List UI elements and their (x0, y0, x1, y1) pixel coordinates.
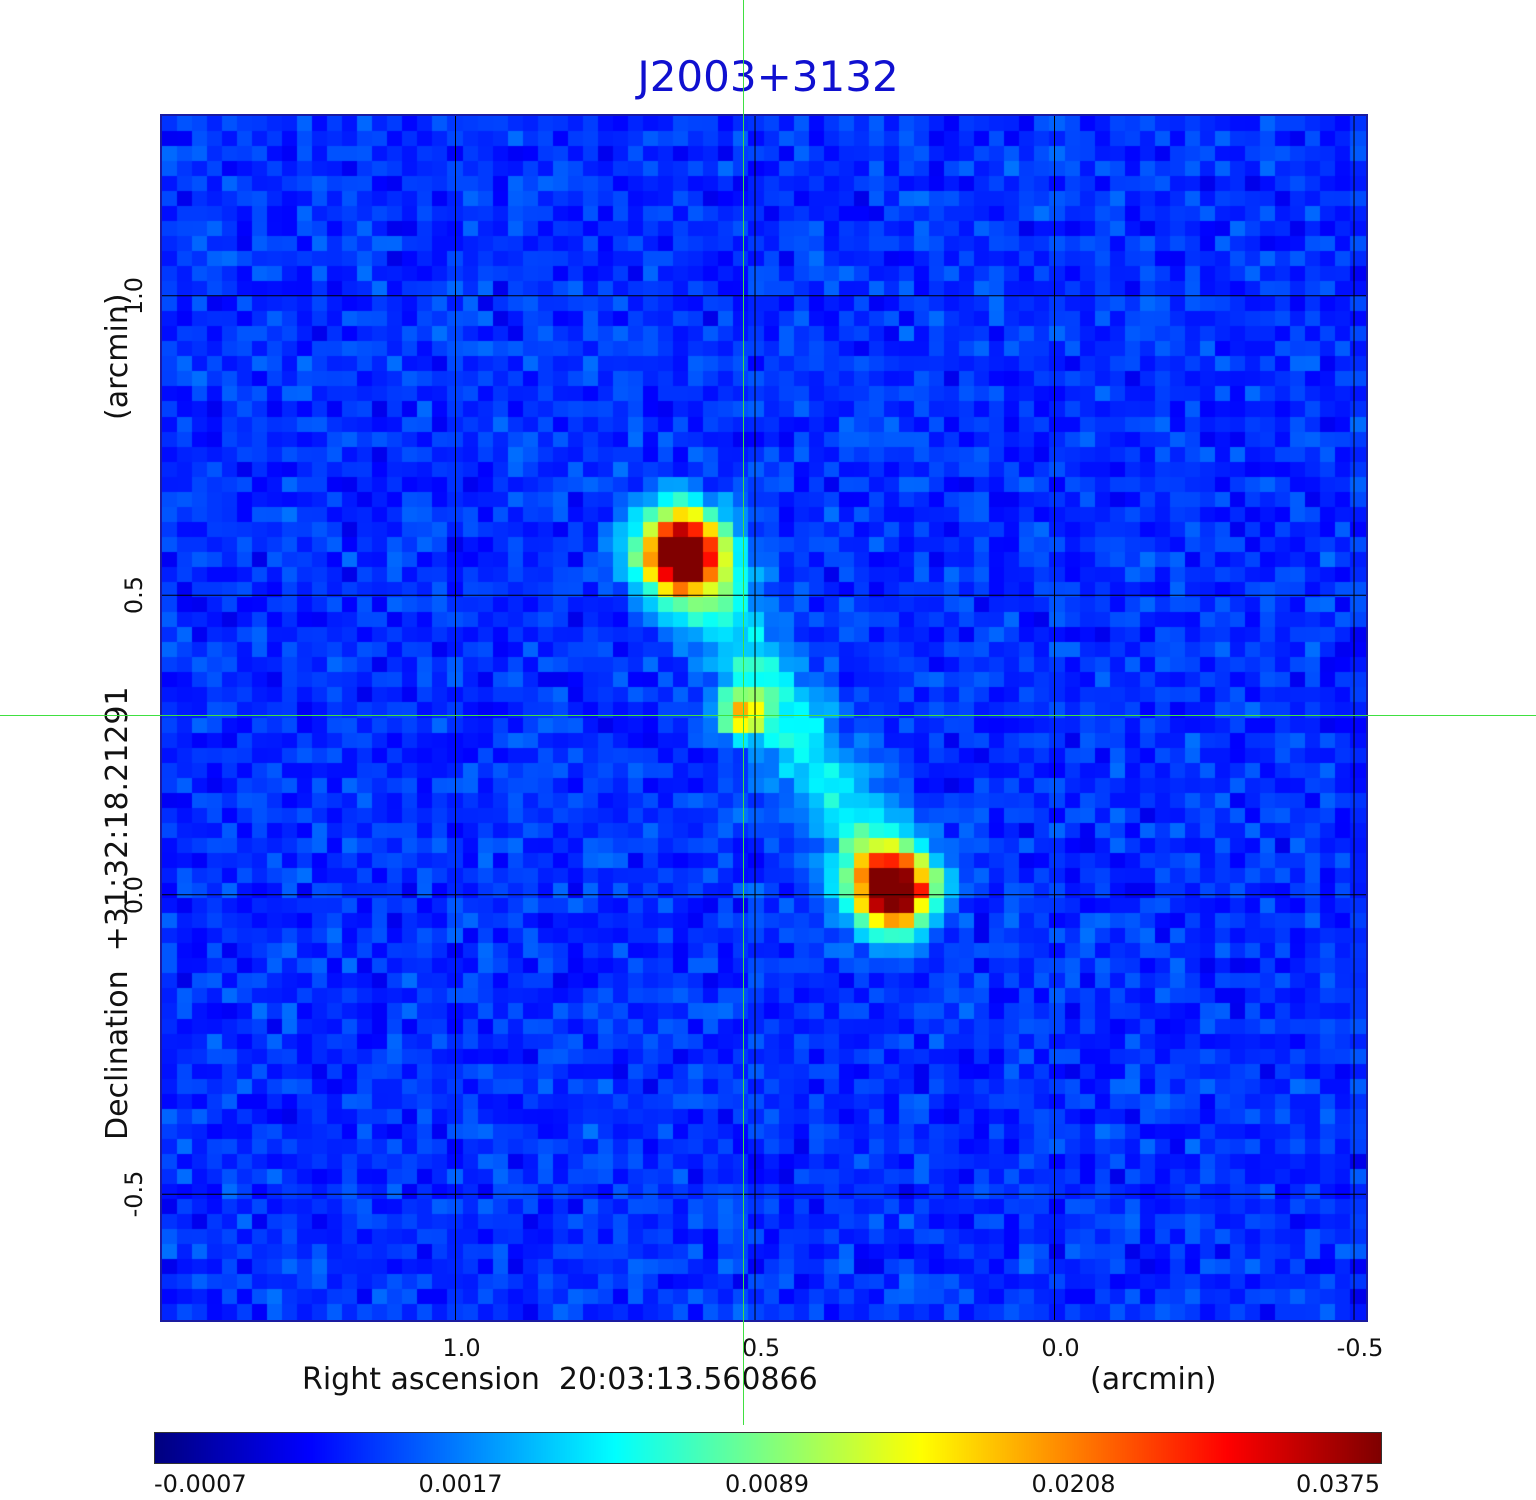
y-tick-label: -0.5 (120, 1170, 148, 1218)
crosshair-horizontal (0, 715, 1536, 716)
x-tick-label: 1.0 (442, 1334, 481, 1362)
colorbar-tick-label: 0.0375 (1296, 1470, 1380, 1498)
colorbar (154, 1432, 1382, 1464)
colorbar-tick-label: 0.0089 (725, 1470, 809, 1498)
y-tick-label: 0.5 (120, 576, 148, 615)
x-tick-label: -0.5 (1336, 1334, 1384, 1362)
crosshair-vertical (743, 0, 745, 1425)
chart-title: J2003+3132 (637, 52, 899, 101)
colorbar-tick-label: 0.0017 (418, 1470, 503, 1498)
x-axis-label: Right ascension 20:03:13.560866 (302, 1362, 818, 1397)
heatmap-image[interactable] (162, 116, 1366, 1320)
x-tick-label: 0.5 (741, 1334, 781, 1362)
x-tick-label: 0.0 (1041, 1334, 1080, 1362)
grid-lines (162, 116, 1366, 1320)
y-axis-label: Declination +31:32:18.21291 (100, 686, 135, 1140)
colorbar-tick-label: -0.0007 (154, 1470, 247, 1498)
x-axis-unit: (arcmin) (1090, 1362, 1217, 1397)
y-axis-unit: (arcmin) (100, 293, 135, 420)
colorbar-tick-label: 0.0208 (1031, 1470, 1116, 1498)
